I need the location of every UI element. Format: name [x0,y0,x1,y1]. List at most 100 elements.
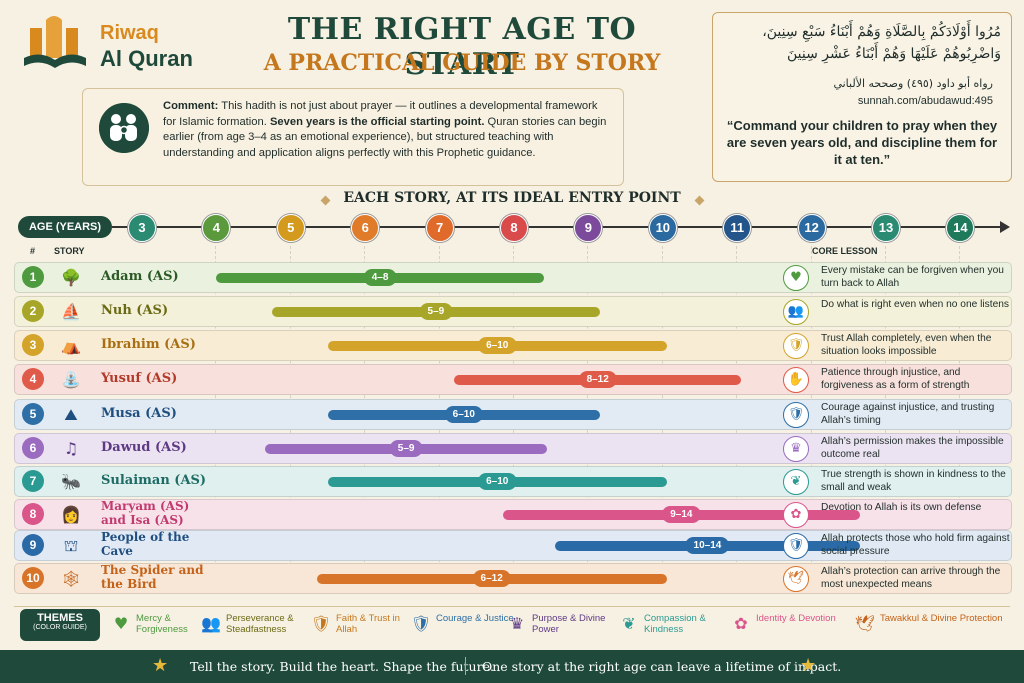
section-title: EACH STORY, AT ITS IDEAL ENTRY POINT [343,190,681,206]
age-tick-8: 8 [500,214,528,242]
story-row: 8 👩 Maryam (AS) and Isa (AS) 9–14 ✿ Devotion … [14,499,1012,530]
age-range-label: 5–9 [419,303,453,320]
story-name: Sulaiman (AS) [101,473,207,488]
age-axis-arrow-icon [1000,221,1010,233]
comment-box: Comment: This hadith is not just about p… [82,88,624,186]
age-tick-14: 14 [946,214,975,242]
theme-icon: 🛡 [410,614,432,633]
core-lesson: Allah protects those who hold firm again… [821,533,1010,557]
lesson-icon: ♥ [783,265,809,291]
lesson-icon: ❦ [783,469,809,495]
age-tick-4: 4 [202,214,231,242]
age-tick-10: 10 [648,214,677,242]
story-number: 4 [22,368,44,390]
story-name: People of the Cave [101,530,190,558]
age-range-label: 6–10 [478,473,517,490]
story-row: 5 ⛰ Musa (AS) 6–10 🛡 Courage against injustic… [14,399,1012,430]
story-row: 4 ⛲ Yusuf (AS) 8–12 ✋ Patience through injust… [14,364,1012,395]
age-range-bar: 5–9 [272,303,600,320]
hadith-reference: رواه أبو داود (٤٩٥) وصححه الألباني [833,77,993,90]
theme-label: Compassion & Kindness [644,613,706,635]
age-range-bar: 10–14 [554,537,860,554]
age-range-label: 10–14 [685,537,730,554]
age-range-bar: 6–12 [316,570,667,587]
age-tick-3: 3 [128,214,156,242]
story-row: 10 🕸 The Spider and the Bird 6–12 🕊 Allah’s p… [14,563,1012,594]
story-number: 6 [22,437,44,459]
story-icon: 🌳 [61,268,81,287]
story-icon: 🕸 [60,569,82,588]
story-icon: ⛫ [63,536,79,555]
lesson-icon: 🛡 [783,333,809,359]
age-range-bar: 6–10 [328,473,667,490]
story-row: 7 🐜 Sulaiman (AS) 6–10 ❦ True strength is sho… [14,466,1012,497]
footer-text-1: Tell the story. Build the heart. Shape t… [190,659,494,674]
theme-icon: 👥 [201,614,221,633]
theme-icon: ❦ [622,614,636,633]
story-row: 2 ⛵ Nuh (AS) 5–9 👥 Do what is right even when… [14,296,1012,327]
story-name: Ibrahim (AS) [101,337,196,352]
age-tick-6: 6 [351,214,380,242]
lesson-icon: ✿ [783,502,809,528]
comment-text-2: Quran stories can begin earlier (from ag… [163,115,607,159]
story-icon: ⛰ [64,405,78,424]
story-number: 2 [22,300,44,322]
brand-line2: Al Quran [100,46,193,71]
story-number: 9 [22,534,44,556]
theme-icon: 🕊 [854,614,876,633]
core-lesson: Do what is right even when no one listen… [821,299,1010,310]
age-range-label: 6–12 [472,570,511,587]
age-range-bar: 4–8 [216,269,544,286]
story-icon: ⛺ [61,336,81,355]
theme-icon: ♥ [113,614,129,633]
theme-label: Courage & Justice [436,613,514,624]
core-lesson: Courage against injustice, and trusting … [821,402,995,426]
brand-line1: Riwaq [100,22,159,44]
hadith-box: مُرُوا أَوْلَادَكُمْ بِالصَّلَاةِ وَهُمْ… [712,12,1012,182]
star-icon: ★ [800,655,817,676]
theme-label: Perseverance & Steadfastness [226,613,294,635]
theme-label: Tawakkul & Divine Protection [880,613,1003,624]
core-lesson: Trust Allah completely, even when the si… [821,333,992,357]
theme-label: Purpose & Divine Power [532,613,606,635]
story-icon: ⛲ [61,370,81,389]
footer-divider [465,657,466,675]
core-lesson: Allah’s permission makes the impossible … [821,436,1004,460]
age-range-label: 6–10 [478,337,517,354]
age-range-bar: 5–9 [264,440,548,457]
age-range-bar: 6–10 [328,406,600,423]
age-axis-label: AGE (YEARS) [18,216,112,238]
age-range-bar: 6–10 [328,337,667,354]
age-tick-13: 13 [872,214,900,242]
story-number: 8 [22,503,44,525]
theme-label: Identity & Devotion [756,613,836,624]
age-range-label: 8–12 [578,371,617,388]
comment-text-1: This hadith is not just about prayer — i… [163,100,598,128]
age-tick-9: 9 [574,214,603,242]
age-axis-line [112,226,1000,228]
core-lesson: Devotion to Allah is its own defense [821,502,982,513]
story-icon: ⛵ [61,302,81,321]
star-icon: ★ [152,655,169,676]
age-range-label: 9–14 [662,506,701,523]
column-header-number: # [30,246,36,256]
age-range-bar: 9–14 [502,506,860,523]
story-number: 3 [22,334,44,356]
story-number: 10 [22,567,44,589]
lesson-icon: 🛡 [783,533,809,559]
story-name: Maryam (AS) and Isa (AS) [101,499,190,527]
family-icon [99,103,149,153]
story-name: Dawud (AS) [101,440,187,455]
story-name: The Spider and the Bird [101,563,204,591]
story-row: 1 🌳 Adam (AS) 4–8 ♥ Every mistake can be forg… [14,262,1012,293]
page-subtitle: A PRACTICAL GUIDE BY STORY [263,50,661,76]
theme-icon: ♛ [509,614,525,633]
story-row: 9 ⛫ People of the Cave 10–14 🛡 Allah protects… [14,530,1012,561]
core-lesson: True strength is shown in kindness to th… [821,469,1006,493]
story-name: Yusuf (AS) [101,371,178,386]
core-lesson: Patience through injustice, and forgiven… [821,367,970,391]
hadith-arabic-line2: وَاضْرِبُوهُمْ عَلَيْهَا وَهُمْ أَبْنَاء… [787,46,1001,62]
comment-bold: Seven years is the official starting poi… [269,115,485,128]
theme-icon: ✿ [734,614,748,633]
core-lesson: Every mistake can be forgiven when you t… [821,265,1004,289]
